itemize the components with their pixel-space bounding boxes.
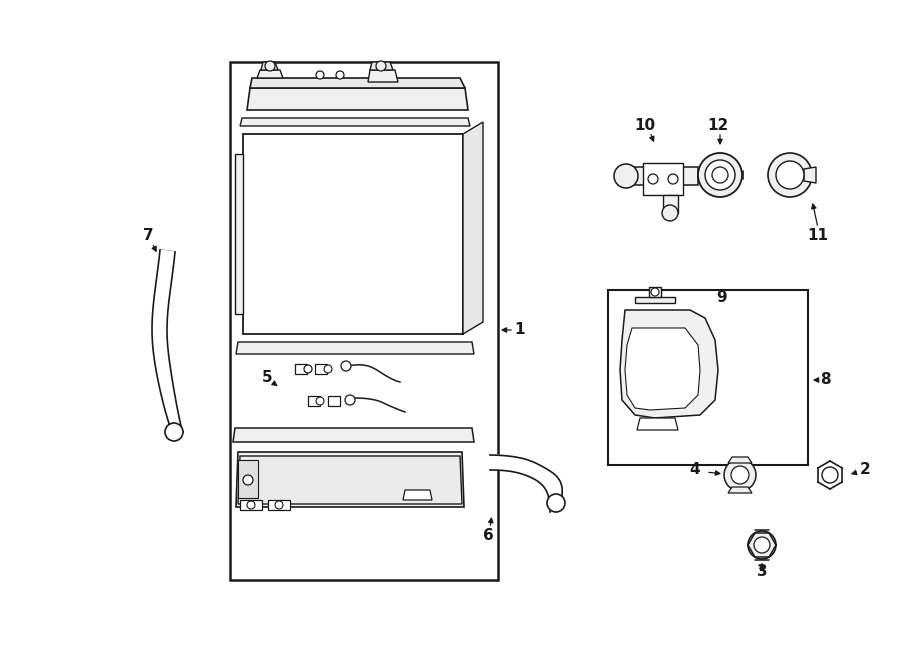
Polygon shape	[637, 418, 678, 430]
Circle shape	[748, 531, 776, 559]
Polygon shape	[238, 456, 462, 504]
Text: 5: 5	[262, 371, 273, 385]
Bar	[230, 62, 498, 580]
Circle shape	[754, 537, 770, 553]
Circle shape	[341, 361, 351, 371]
Polygon shape	[240, 118, 470, 126]
Circle shape	[265, 61, 275, 71]
Polygon shape	[250, 78, 465, 88]
Circle shape	[345, 395, 355, 405]
Text: 7: 7	[143, 227, 153, 243]
Polygon shape	[728, 487, 752, 493]
Circle shape	[247, 501, 255, 509]
Polygon shape	[635, 297, 675, 303]
Text: 8: 8	[820, 373, 831, 387]
Circle shape	[731, 466, 749, 484]
Polygon shape	[618, 167, 698, 185]
Polygon shape	[463, 122, 483, 334]
Circle shape	[376, 61, 386, 71]
Polygon shape	[403, 490, 432, 500]
Polygon shape	[620, 310, 718, 418]
Circle shape	[698, 153, 742, 197]
Polygon shape	[152, 250, 183, 432]
Polygon shape	[370, 62, 393, 70]
Polygon shape	[643, 163, 683, 195]
Bar	[315, 364, 327, 374]
Polygon shape	[268, 500, 290, 510]
Text: 4: 4	[689, 463, 700, 477]
Polygon shape	[625, 328, 700, 410]
Circle shape	[304, 365, 312, 373]
Bar	[608, 290, 808, 465]
Circle shape	[275, 501, 283, 509]
Polygon shape	[236, 342, 474, 354]
Polygon shape	[257, 70, 283, 78]
Text: 2: 2	[860, 463, 871, 477]
Text: 12: 12	[707, 118, 729, 132]
Circle shape	[316, 397, 324, 405]
Polygon shape	[236, 452, 464, 507]
Polygon shape	[490, 455, 562, 512]
Circle shape	[547, 494, 565, 512]
Circle shape	[662, 205, 678, 221]
Polygon shape	[238, 460, 258, 498]
Polygon shape	[261, 62, 278, 70]
Bar	[243, 134, 463, 334]
Bar	[328, 396, 340, 406]
Bar	[295, 364, 307, 374]
Bar	[308, 396, 320, 406]
Polygon shape	[233, 428, 474, 442]
Circle shape	[724, 459, 756, 491]
Circle shape	[776, 161, 804, 189]
Polygon shape	[663, 195, 678, 213]
Polygon shape	[804, 167, 816, 183]
Circle shape	[822, 467, 838, 483]
Text: 3: 3	[757, 564, 768, 580]
Circle shape	[651, 288, 659, 296]
Text: 1: 1	[515, 323, 526, 338]
Circle shape	[165, 423, 183, 441]
Text: 6: 6	[482, 527, 493, 543]
Polygon shape	[235, 154, 243, 314]
Circle shape	[648, 174, 658, 184]
Text: 9: 9	[716, 290, 726, 305]
Circle shape	[316, 71, 324, 79]
Circle shape	[668, 174, 678, 184]
Circle shape	[705, 160, 735, 190]
Circle shape	[324, 365, 332, 373]
Circle shape	[336, 71, 344, 79]
Circle shape	[768, 153, 812, 197]
Polygon shape	[240, 500, 262, 510]
Circle shape	[243, 475, 253, 485]
Circle shape	[614, 164, 638, 188]
Polygon shape	[649, 287, 661, 297]
Polygon shape	[728, 457, 752, 463]
Polygon shape	[368, 70, 398, 82]
Text: 11: 11	[807, 227, 829, 243]
Circle shape	[712, 167, 728, 183]
Text: 10: 10	[634, 118, 655, 132]
Polygon shape	[247, 88, 468, 110]
